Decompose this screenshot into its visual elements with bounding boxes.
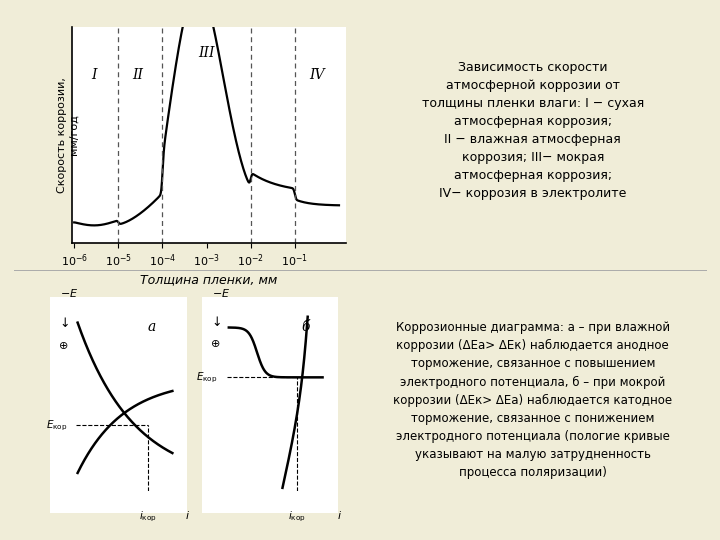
Text: б: б xyxy=(301,320,310,334)
Text: $i$: $i$ xyxy=(337,509,342,521)
Text: II: II xyxy=(132,68,144,82)
Text: $i$: $i$ xyxy=(186,509,191,521)
Text: Зависимость скорости
атмосферной коррозии от
толщины пленки влаги: I − сухая
атм: Зависимость скорости атмосферной коррози… xyxy=(422,60,644,200)
Y-axis label: Скорость коррозии,
мм/год: Скорость коррозии, мм/год xyxy=(57,77,78,193)
Text: $\downarrow$: $\downarrow$ xyxy=(209,315,221,329)
Text: $i_{\rm кор}$: $i_{\rm кор}$ xyxy=(289,509,306,524)
Text: а: а xyxy=(147,320,156,334)
Text: $\oplus$: $\oplus$ xyxy=(58,340,68,351)
Text: $-E$: $-E$ xyxy=(60,287,78,299)
Text: I: I xyxy=(91,68,96,82)
X-axis label: Толщина пленки, мм: Толщина пленки, мм xyxy=(140,273,277,287)
Text: $-E$: $-E$ xyxy=(212,287,230,299)
Text: III: III xyxy=(198,46,215,60)
Text: $E_{\rm кор}$: $E_{\rm кор}$ xyxy=(196,370,217,384)
Text: IV: IV xyxy=(309,68,325,82)
Text: $E_{\rm кор}$: $E_{\rm кор}$ xyxy=(46,418,68,433)
Text: $\downarrow$: $\downarrow$ xyxy=(58,316,70,330)
Text: $i_{\rm кор}$: $i_{\rm кор}$ xyxy=(139,509,157,524)
Text: $\oplus$: $\oplus$ xyxy=(210,338,220,349)
Text: Коррозионные диаграмма: а – при влажной
коррозии (ΔЕа> ΔЕк) наблюдается анодное
: Коррозионные диаграмма: а – при влажной … xyxy=(393,321,672,479)
